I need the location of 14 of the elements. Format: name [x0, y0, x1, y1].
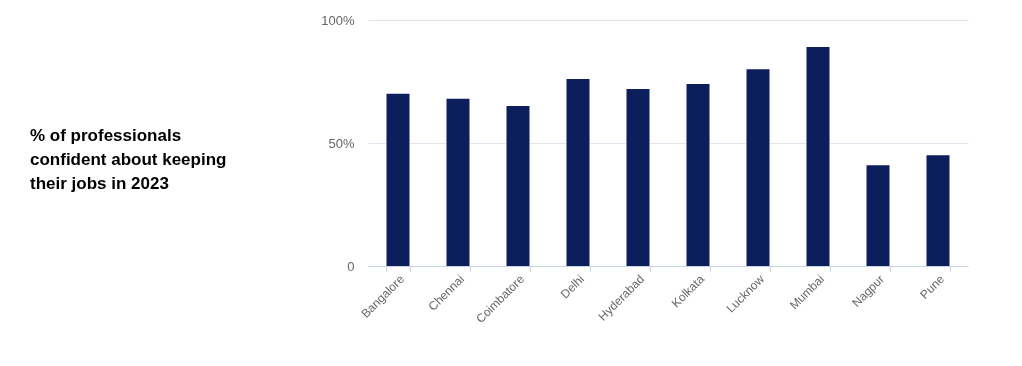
bar: [746, 69, 770, 266]
bar: [926, 155, 950, 266]
bar: [566, 79, 590, 266]
bar: [686, 83, 710, 266]
y-tick-label: 100%: [321, 12, 355, 28]
text: % of professionals confident about keeping their jobs in 2023: [30, 126, 227, 193]
bar: [446, 98, 470, 266]
bar: [386, 93, 410, 266]
bar: [506, 106, 530, 266]
bar: [626, 88, 650, 266]
y-tick-label: 50%: [328, 135, 355, 151]
bar: [806, 47, 830, 266]
bar: [866, 165, 890, 266]
y-tick-label: 0: [347, 258, 355, 274]
